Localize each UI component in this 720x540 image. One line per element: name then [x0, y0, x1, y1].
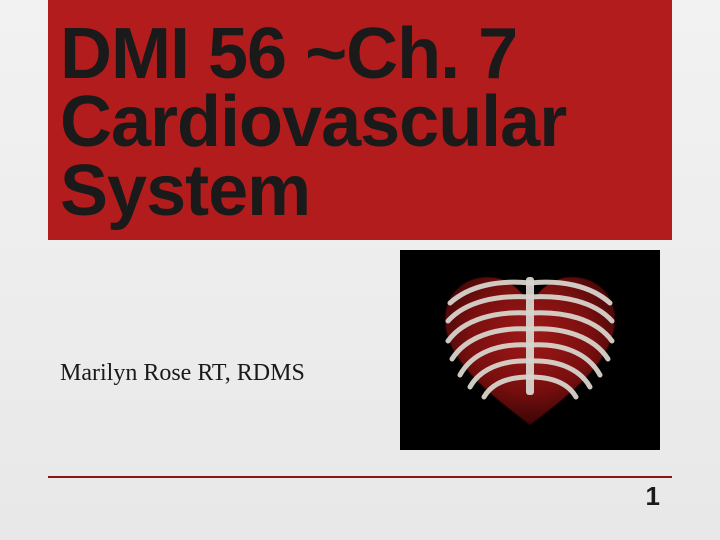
title-line-1: DMI 56 ~Ch. 7 — [60, 20, 672, 88]
title-line-2: Cardiovascular — [60, 88, 672, 156]
slide: DMI 56 ~Ch. 7 Cardiovascular System Mari… — [0, 0, 720, 540]
heart-ribcage-icon — [430, 265, 630, 435]
heart-ribcage-image — [400, 250, 660, 450]
slide-number: 1 — [646, 481, 660, 512]
author-name: Marilyn Rose RT, RDMS — [60, 360, 305, 387]
divider-line — [48, 476, 672, 478]
title-line-3: System — [60, 157, 672, 225]
slide-title: DMI 56 ~Ch. 7 Cardiovascular System — [60, 20, 672, 225]
